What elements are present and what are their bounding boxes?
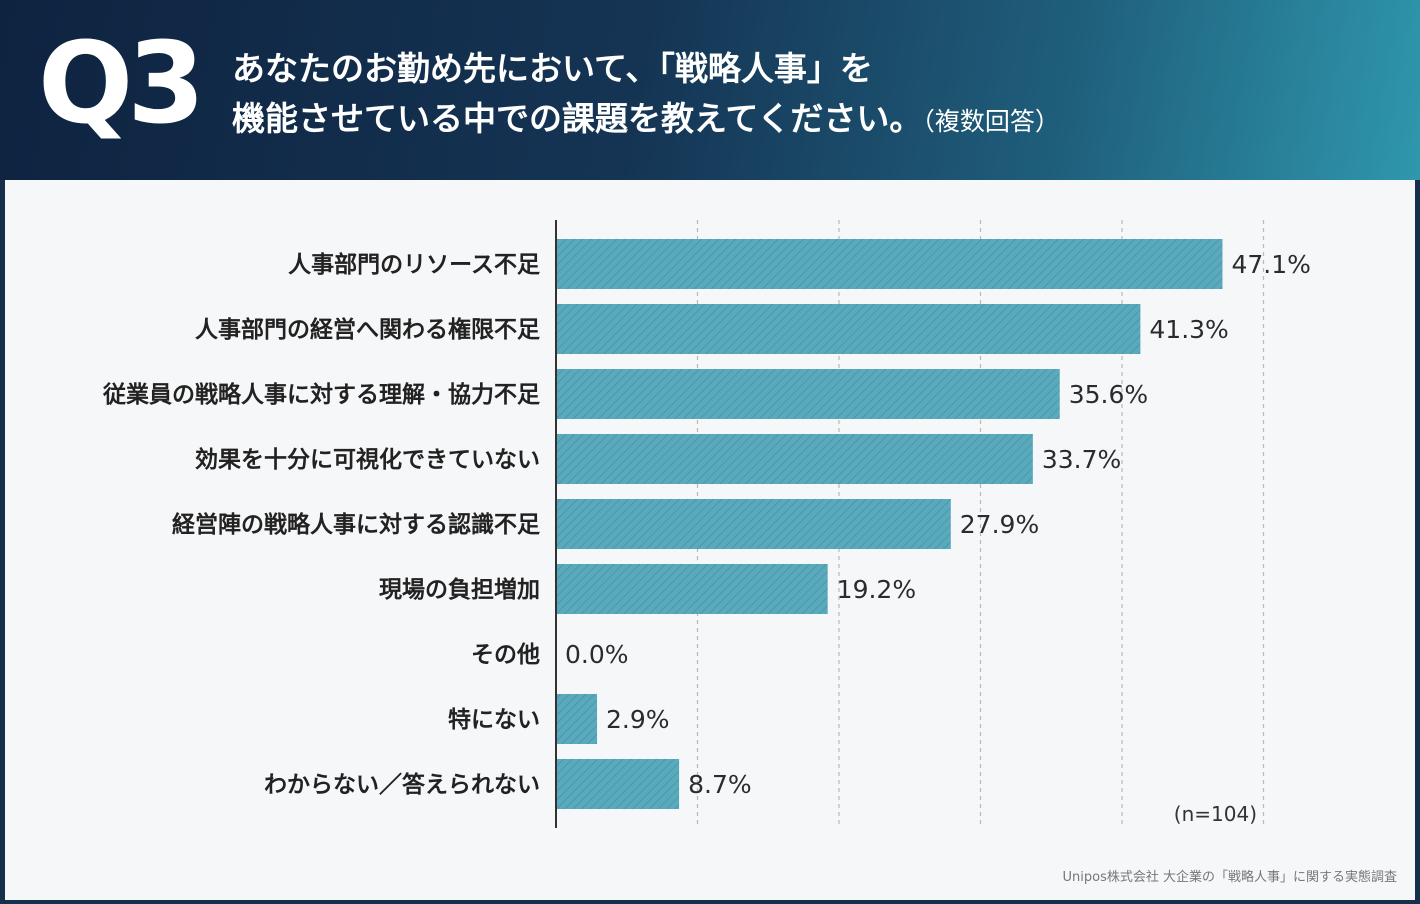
question-note: （複数回答） (922, 107, 1060, 136)
bar (556, 759, 680, 809)
value-label: 41.3% (1149, 315, 1228, 344)
question-number: Q3 (38, 19, 205, 149)
value-label: 35.6% (1069, 380, 1148, 409)
bar (556, 434, 1033, 484)
category-label: その他 (471, 642, 540, 668)
question-line-2-text: 機能させている中での課題を教えてください。 (232, 99, 923, 138)
bar (556, 694, 598, 744)
bars: 人事部門のリソース不足 47.1% 人事部門の経営へ関わる権限不足 41.3% 従業員の… (102, 239, 1311, 809)
question-text: あなたのお勤め先において、「戦略人事」を 機能させている中での課題を教えてくださ… (232, 44, 1060, 147)
source-credit: Unipos株式会社 大企業の「戦略人事」に関する実態調査 (1062, 870, 1397, 885)
value-label: 2.9% (606, 705, 670, 734)
value-label: 19.2% (837, 575, 916, 604)
category-label: 人事部門のリソース不足 (288, 251, 540, 278)
category-label: 従業員の戦略人事に対する理解・協力不足 (102, 381, 540, 408)
sample-size: (n=104) (1173, 802, 1257, 826)
question-line-1: あなたのお勤め先において、「戦略人事」を (232, 49, 873, 88)
category-label: 現場の負担増加 (379, 576, 540, 603)
bar (556, 239, 1223, 289)
chart-panel: 人事部門のリソース不足 47.1% 人事部門の経営へ関わる権限不足 41.3% 従業員の… (5, 180, 1415, 900)
question-line-2: 機能させている中での課題を教えてください。（複数回答） (232, 94, 1060, 147)
bar (556, 564, 828, 614)
bar-chart: 人事部門のリソース不足 47.1% 人事部門の経営へ関わる権限不足 41.3% 従業員の… (102, 220, 1311, 828)
value-label: 27.9% (960, 510, 1039, 539)
value-label: 33.7% (1042, 445, 1121, 474)
bar (556, 369, 1060, 419)
value-label: 0.0% (565, 640, 629, 669)
category-label: 経営陣の戦略人事に対する認識不足 (172, 511, 540, 538)
value-label: 8.7% (688, 770, 752, 799)
category-label: 特にない (448, 707, 540, 733)
header-banner: Q3 あなたのお勤め先において、「戦略人事」を 機能させている中での課題を教えて… (0, 0, 1420, 180)
bar (556, 304, 1141, 354)
category-label: 効果を十分に可視化できていない (195, 446, 540, 473)
value-label: 47.1% (1231, 250, 1310, 279)
bar (556, 499, 951, 549)
category-label: わからない／答えられない (264, 771, 540, 798)
category-label: 人事部門の経営へ関わる権限不足 (195, 316, 540, 343)
